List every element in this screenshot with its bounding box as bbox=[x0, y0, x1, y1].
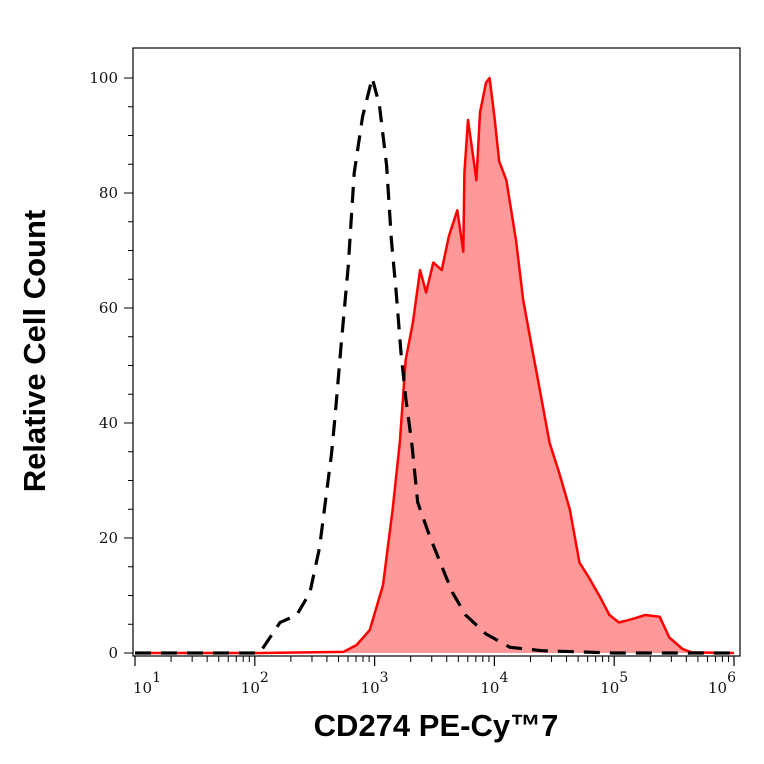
y-tick-label: 40 bbox=[99, 414, 118, 432]
x-tick-base: 10 bbox=[241, 679, 260, 697]
x-tick-label: 104 bbox=[480, 670, 508, 697]
y-tick-label: 0 bbox=[108, 644, 118, 662]
x-tick-label: 106 bbox=[708, 670, 736, 697]
x-tick-base: 10 bbox=[133, 679, 152, 697]
series-layer bbox=[135, 76, 735, 655]
stained-series-fill bbox=[135, 78, 734, 653]
x-tick-label: 102 bbox=[241, 670, 269, 697]
control-series-line bbox=[135, 77, 734, 655]
plot-frame bbox=[132, 47, 741, 657]
y-tick-label: 20 bbox=[99, 529, 118, 547]
x-tick-base: 10 bbox=[600, 679, 619, 697]
y-axis-title: Relative Cell Count bbox=[17, 210, 52, 493]
x-tick-exponent: 5 bbox=[619, 670, 628, 686]
x-tick-base: 10 bbox=[480, 679, 499, 697]
x-tick-label: 103 bbox=[361, 670, 389, 697]
x-tick-exponent: 6 bbox=[727, 670, 736, 686]
x-tick-exponent: 3 bbox=[380, 670, 389, 686]
x-axis-title: CD274 PE-Cy™7 bbox=[314, 708, 559, 743]
x-tick-label: 105 bbox=[600, 670, 628, 697]
stained-series-line bbox=[135, 76, 735, 655]
x-tick-base: 10 bbox=[708, 679, 727, 697]
x-tick-exponent: 1 bbox=[152, 670, 161, 686]
x-tick-exponent: 4 bbox=[499, 670, 508, 686]
y-tick-label: 60 bbox=[99, 299, 118, 317]
x-tick-exponent: 2 bbox=[260, 670, 269, 686]
x-tick-label: 101 bbox=[133, 670, 161, 697]
x-tick-base: 10 bbox=[361, 679, 380, 697]
y-tick-label: 80 bbox=[99, 184, 118, 202]
y-tick-label: 100 bbox=[89, 69, 118, 87]
